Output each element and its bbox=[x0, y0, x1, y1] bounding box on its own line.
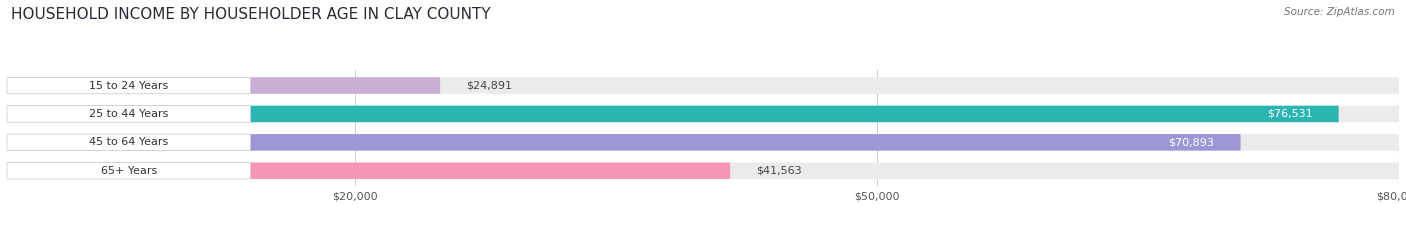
FancyBboxPatch shape bbox=[7, 134, 1240, 151]
Text: 45 to 64 Years: 45 to 64 Years bbox=[89, 137, 169, 147]
FancyBboxPatch shape bbox=[7, 163, 250, 179]
Text: 15 to 24 Years: 15 to 24 Years bbox=[89, 81, 169, 91]
Text: $76,531: $76,531 bbox=[1267, 109, 1313, 119]
FancyBboxPatch shape bbox=[7, 163, 730, 179]
Text: $24,891: $24,891 bbox=[467, 81, 512, 91]
FancyBboxPatch shape bbox=[7, 77, 250, 94]
FancyBboxPatch shape bbox=[7, 106, 1339, 122]
Text: $41,563: $41,563 bbox=[756, 166, 801, 176]
FancyBboxPatch shape bbox=[7, 77, 440, 94]
Text: $70,893: $70,893 bbox=[1168, 137, 1215, 147]
FancyBboxPatch shape bbox=[7, 134, 1399, 151]
Text: 65+ Years: 65+ Years bbox=[101, 166, 157, 176]
FancyBboxPatch shape bbox=[7, 134, 250, 151]
FancyBboxPatch shape bbox=[7, 106, 1399, 122]
FancyBboxPatch shape bbox=[7, 106, 250, 122]
FancyBboxPatch shape bbox=[7, 163, 1399, 179]
FancyBboxPatch shape bbox=[7, 77, 1399, 94]
Text: 25 to 44 Years: 25 to 44 Years bbox=[89, 109, 169, 119]
Text: Source: ZipAtlas.com: Source: ZipAtlas.com bbox=[1284, 7, 1395, 17]
Text: HOUSEHOLD INCOME BY HOUSEHOLDER AGE IN CLAY COUNTY: HOUSEHOLD INCOME BY HOUSEHOLDER AGE IN C… bbox=[11, 7, 491, 22]
